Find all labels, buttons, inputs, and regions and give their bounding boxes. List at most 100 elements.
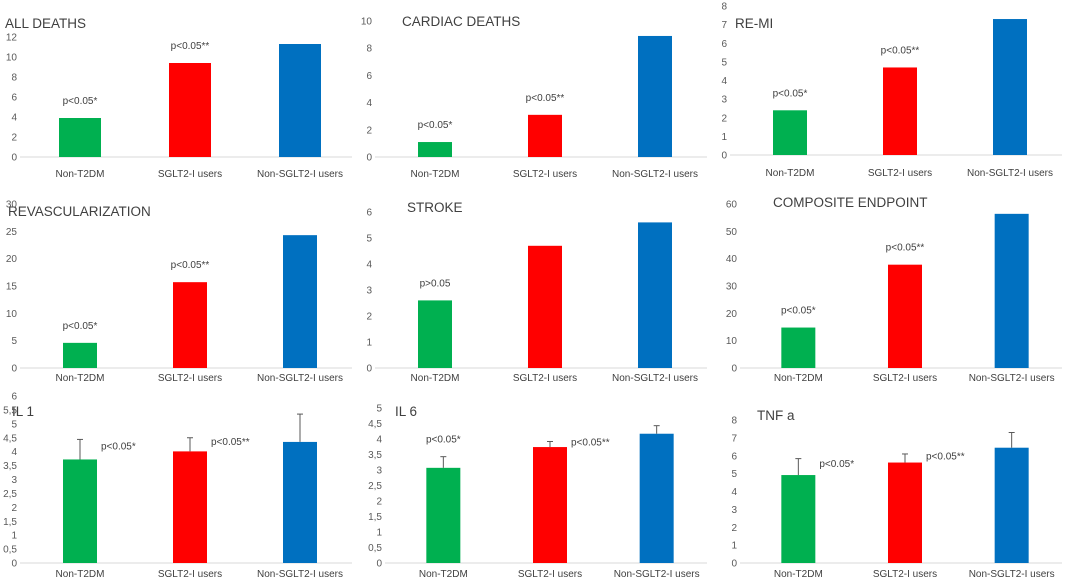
category-label: Non-T2DM: [419, 569, 468, 580]
y-tick-label: 1: [11, 531, 17, 542]
y-tick-label: 2: [366, 312, 372, 323]
y-tick-label: 2: [11, 503, 17, 514]
y-tick-label: 0: [731, 559, 737, 570]
chart-title: STROKE: [407, 200, 463, 215]
y-tick-label: 6: [731, 451, 737, 462]
p-value-annotation: p<0.05**: [211, 437, 250, 448]
category-label: SGLT2-I users: [868, 168, 932, 179]
y-tick-label: 0,5: [3, 545, 17, 556]
y-tick-label: 3,5: [368, 450, 382, 461]
y-tick-label: 2: [376, 497, 382, 508]
category-label: Non-SGLT2-I users: [612, 169, 698, 180]
category-label: Non-SGLT2-I users: [257, 373, 343, 384]
bar-non-sglt2-i-users: [994, 213, 1029, 368]
y-tick-label: 4: [11, 447, 17, 458]
y-tick-label: 5: [731, 469, 737, 480]
y-tick-label: 2: [366, 125, 372, 136]
category-label: SGLT2-I users: [158, 373, 222, 384]
y-tick-label: 1,5: [3, 517, 17, 528]
category-label: SGLT2-I users: [158, 169, 222, 180]
category-label: SGLT2-I users: [518, 569, 582, 580]
category-label: Non-T2DM: [56, 373, 105, 384]
y-tick-label: 0: [11, 559, 17, 570]
chart-svg: RE-MI 0 1 2 3 4 5 6 7 8 Non-T2DM SGLT2-I users Non-S…: [721, 2, 1062, 179]
y-tick-label: 4: [366, 98, 372, 109]
chart-il6: IL 6 0 0,5 1 1,5 2 2,5 3 3,5 4 4,5 5 Non-T2DM SGLT2-I…: [355, 390, 710, 582]
y-tick-label: 8: [366, 44, 372, 55]
category-label: SGLT2-I users: [158, 569, 222, 580]
p-value-annotation: p<0.05**: [881, 45, 920, 56]
y-tick-label: 2: [731, 523, 737, 534]
chart-svg: IL 1 0 0,5 1 1,5 2 2,5 3 3,5 4 4,5 5 5,5 6 Non-T2DM SGL…: [3, 392, 352, 580]
p-value-annotation: p<0.05*: [63, 96, 98, 107]
y-tick-label: 0: [366, 364, 372, 375]
chart-composite-endpoint: COMPOSITE ENDPOINT 0 10 20 30 40 50 60 Non-T2DM S…: [710, 192, 1065, 388]
bar-non-t2dm: [59, 118, 101, 157]
category-label: Non-T2DM: [766, 168, 815, 179]
p-value-annotation: p<0.05*: [63, 321, 98, 332]
chart-title: REVASCULARIZATION: [8, 204, 151, 219]
category-label: SGLT2-I users: [873, 373, 937, 384]
category-label: Non-SGLT2-I users: [257, 569, 343, 580]
chart-svg: IL 6 0 0,5 1 1,5 2 2,5 3 3,5 4 4,5 5 Non-T2DM SGLT2-I…: [368, 404, 707, 580]
y-tick-label: 6: [721, 39, 727, 50]
chart-re-mi: RE-MI 0 1 2 3 4 5 6 7 8 Non-T2DM SGLT2-I users Non-S…: [710, 0, 1065, 190]
y-tick-label: 2: [11, 133, 17, 144]
y-tick-label: 0: [376, 559, 382, 570]
bar-sglt2-i-users: [528, 245, 562, 368]
bar-non-t2dm: [418, 300, 452, 368]
p-value-annotation: p<0.05**: [571, 438, 610, 449]
y-tick-label: 1: [731, 541, 737, 552]
y-tick-label: 2,5: [368, 481, 382, 492]
y-tick-label: 4,5: [368, 419, 382, 430]
p-value-annotation: p<0.05*: [418, 120, 453, 131]
y-tick-label: 0: [366, 153, 372, 164]
y-tick-label: 6: [366, 71, 372, 82]
y-tick-label: 5: [11, 336, 17, 347]
y-tick-label: 3: [731, 505, 737, 516]
bar-non-sglt2-i-users: [283, 235, 317, 368]
bar-sglt2-i-users: [173, 282, 207, 368]
chart-stroke: STROKE 0 1 2 3 4 5 6 Non-T2DM SGLT2-I users Non-SG…: [355, 192, 710, 388]
bar-non-t2dm: [63, 459, 97, 563]
y-tick-label: 20: [6, 254, 18, 265]
p-value-annotation: p<0.05**: [886, 243, 925, 254]
y-tick-label: 6: [11, 93, 17, 104]
y-tick-label: 3,5: [3, 461, 17, 472]
y-tick-label: 15: [6, 282, 18, 293]
y-tick-label: 12: [6, 33, 18, 44]
bar-non-sglt2-i-users: [283, 441, 317, 563]
bar-sglt2-i-users: [533, 447, 567, 563]
y-tick-label: 5: [11, 419, 17, 430]
chart-revascularization: REVASCULARIZATION 0 5 10 15 20 25 30 Non-T2DM SGL…: [0, 192, 355, 388]
y-tick-label: 25: [6, 227, 18, 238]
p-value-annotation: p<0.05*: [819, 459, 854, 470]
chart-cardiac-deaths: CARDIAC DEATHS 0 2 4 6 8 10 Non-T2DM SGLT2-I use…: [355, 0, 710, 190]
y-tick-label: 5: [366, 234, 372, 245]
category-label: Non-T2DM: [774, 569, 823, 580]
chart-tnf-a: TNF a 0 1 2 3 4 5 6 7 8 Non-T2DM SGLT2-I users Non-S…: [710, 390, 1065, 582]
y-tick-label: 10: [726, 336, 738, 347]
y-tick-label: 30: [6, 200, 18, 211]
y-tick-label: 8: [721, 2, 727, 13]
y-tick-label: 8: [731, 416, 737, 427]
chart-svg: CARDIAC DEATHS 0 2 4 6 8 10 Non-T2DM SGLT2-I use…: [361, 14, 707, 180]
bar-non-t2dm: [63, 342, 97, 368]
y-tick-label: 4: [366, 260, 372, 271]
bar-sglt2-i-users: [888, 264, 922, 368]
y-tick-label: 4: [731, 487, 737, 498]
chart-title: TNF a: [757, 408, 795, 423]
bar-sglt2-i-users: [888, 462, 922, 563]
y-tick-label: 3: [11, 475, 17, 486]
category-label: Non-SGLT2-I users: [969, 373, 1055, 384]
bar-non-sglt2-i-users: [994, 447, 1029, 563]
y-tick-label: 0: [11, 153, 17, 164]
bar-non-t2dm: [781, 327, 816, 368]
y-tick-label: 7: [731, 433, 737, 444]
y-tick-label: 1: [721, 132, 727, 143]
bar-non-t2dm: [773, 110, 807, 155]
y-tick-label: 4,5: [3, 433, 17, 444]
y-tick-label: 6: [11, 392, 17, 403]
chart-svg: TNF a 0 1 2 3 4 5 6 7 8 Non-T2DM SGLT2-I users Non-S…: [731, 408, 1062, 580]
y-tick-label: 2: [721, 113, 727, 124]
